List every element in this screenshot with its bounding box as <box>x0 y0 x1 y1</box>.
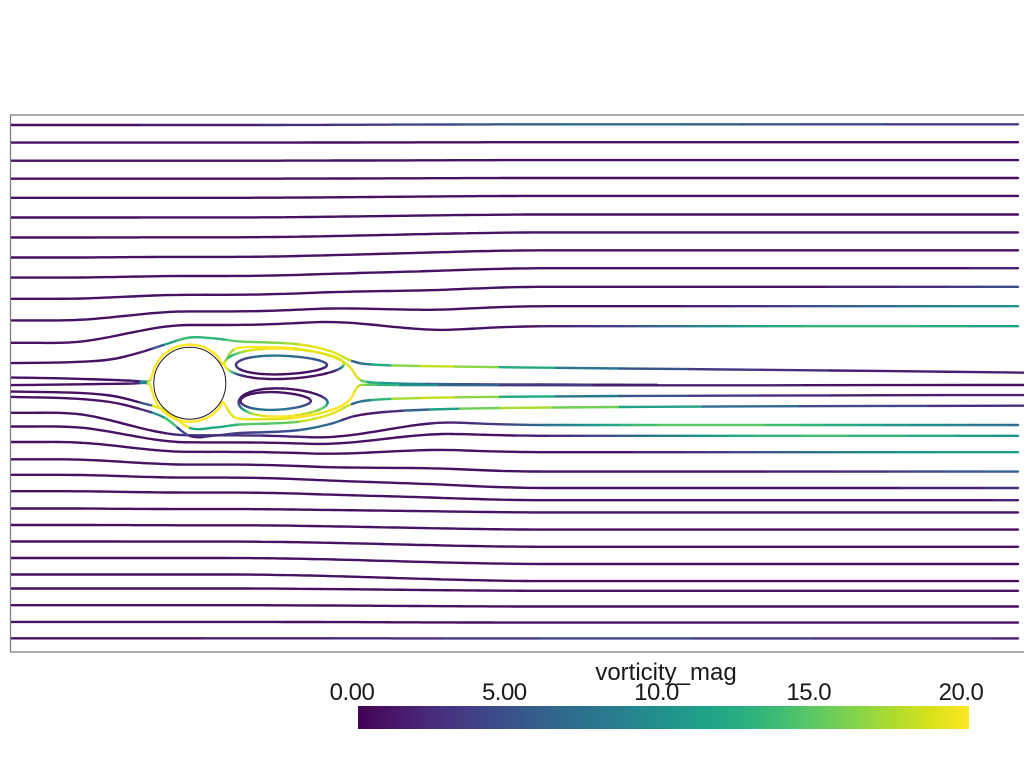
svg-text:vorticity_mag: vorticity_mag <box>595 659 736 686</box>
svg-text:20.0: 20.0 <box>939 679 984 706</box>
svg-text:10.0: 10.0 <box>634 679 679 706</box>
svg-text:5.00: 5.00 <box>482 679 527 706</box>
svg-text:0.00: 0.00 <box>330 679 375 706</box>
svg-text:15.0: 15.0 <box>786 679 831 706</box>
